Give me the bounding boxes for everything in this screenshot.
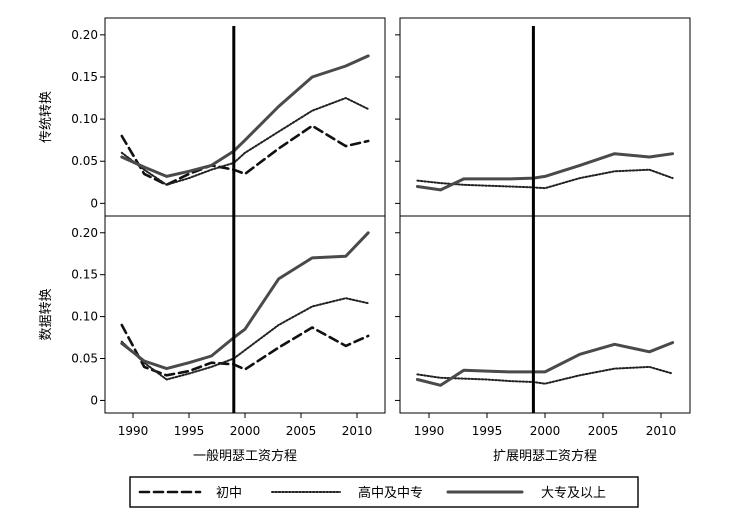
x-tick-label: 2010 bbox=[342, 424, 373, 438]
series-line-2-r0-c1 bbox=[416, 168, 674, 190]
x-tick-label: 2005 bbox=[588, 424, 619, 438]
legend-label-2: 高中及中专 bbox=[358, 485, 423, 501]
y-tick-label: 0.10 bbox=[71, 112, 98, 126]
x-tick-label: 1995 bbox=[174, 424, 205, 438]
x-tick-label: 2000 bbox=[230, 424, 261, 438]
y-tick-label: 0.05 bbox=[71, 352, 98, 366]
x-tick-label: 1990 bbox=[414, 424, 445, 438]
series-line-3-r1-c0 bbox=[120, 231, 370, 371]
x-tick-label: 2010 bbox=[646, 424, 677, 438]
x-tick-label: 2000 bbox=[530, 424, 561, 438]
x-tick-label: 1990 bbox=[118, 424, 149, 438]
panel-frame-r0-c0 bbox=[104, 17, 386, 217]
y-tick-label: 0 bbox=[90, 393, 98, 407]
x-axis-label: 扩展明瑟工资方程 bbox=[493, 448, 597, 464]
y-tick-label: 0.05 bbox=[71, 154, 98, 168]
panel-frame-r1-c0 bbox=[104, 215, 386, 414]
x-tick-label: 2005 bbox=[286, 424, 317, 438]
y-axis-label: 传统转换 bbox=[39, 91, 54, 143]
y-tick-label: 0.20 bbox=[71, 28, 98, 42]
y-tick-label: 0.15 bbox=[71, 70, 98, 84]
panel-frame-r0-c1 bbox=[399, 17, 691, 217]
series-line-3-r0-c0 bbox=[120, 54, 370, 178]
legend-box bbox=[129, 476, 639, 508]
x-axis-label: 一般明瑟工资方程 bbox=[193, 448, 297, 464]
y-tick-label: 0.15 bbox=[71, 268, 98, 282]
y-axis-label: 数据转换 bbox=[39, 288, 54, 340]
y-tick-label: 0.10 bbox=[71, 310, 98, 324]
series-line-1-r0-c0 bbox=[120, 124, 370, 187]
x-tick-label: 1995 bbox=[472, 424, 503, 438]
panel-grid: 0 0.05 0.10 0.15 0.20 传统转换 0 0.05 0.10 0.15 0.20 数据… bbox=[39, 17, 691, 464]
legend-label-1: 初中 bbox=[216, 486, 242, 501]
y-tick-label: 0.20 bbox=[71, 226, 98, 240]
legend: 初中 高中及中专 大专及以上 bbox=[129, 476, 639, 508]
y-tick-label: 0 bbox=[90, 196, 98, 210]
legend-label-3: 大专及以上 bbox=[541, 486, 606, 501]
